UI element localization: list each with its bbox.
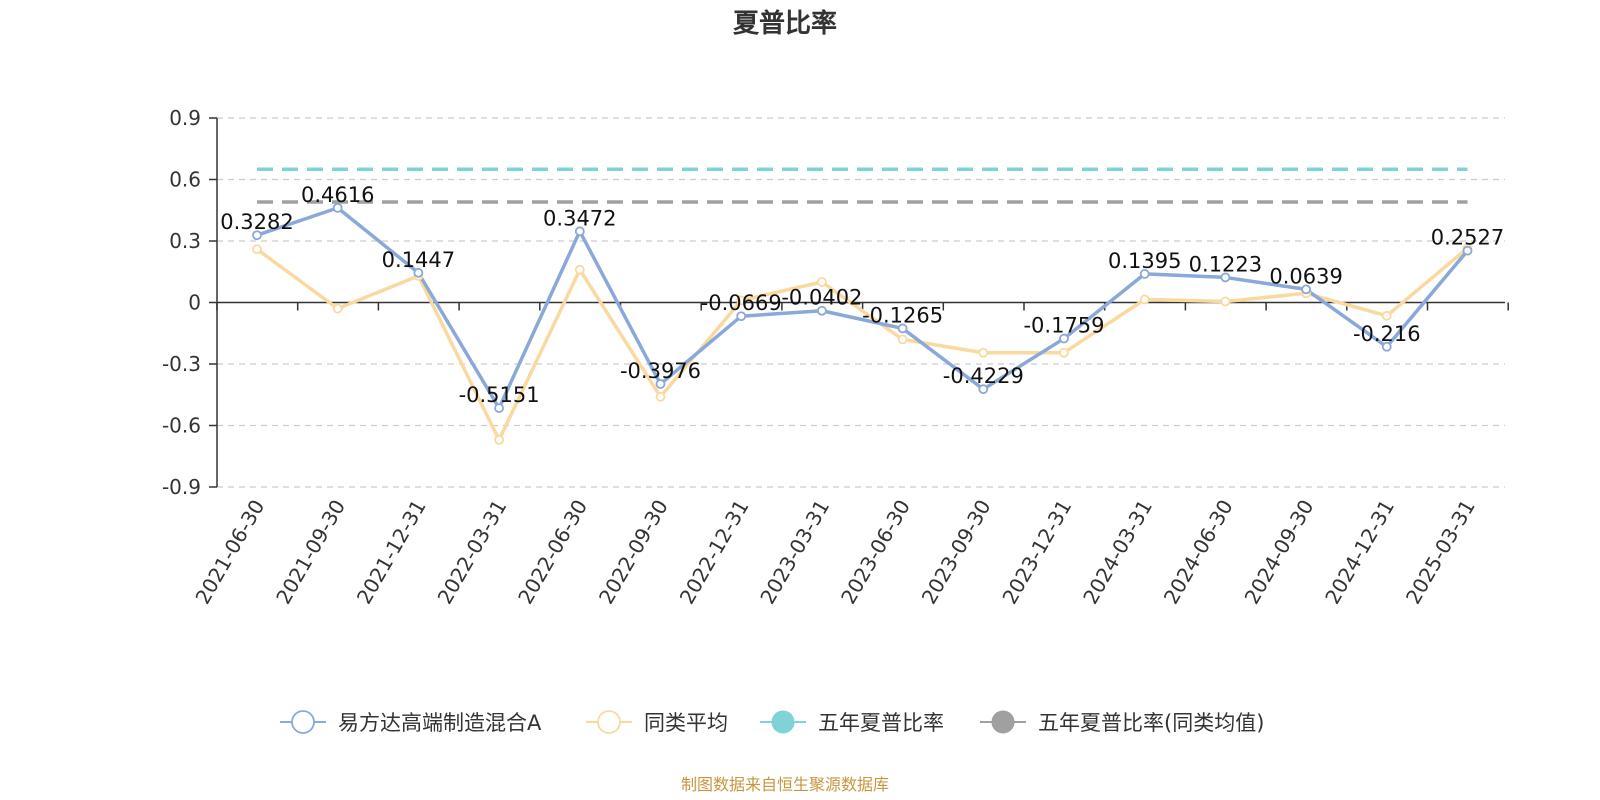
data-point xyxy=(897,323,908,334)
legend-label: 五年夏普比率 xyxy=(818,711,944,735)
legend-label: 同类平均 xyxy=(644,711,728,735)
data-point xyxy=(413,267,424,278)
x-tick-label: 2024-12-31 xyxy=(1320,496,1399,609)
legend-label: 五年夏普比率(同类均值) xyxy=(1038,711,1264,735)
x-tick-label: 2021-06-30 xyxy=(190,496,269,609)
data-point xyxy=(1139,294,1150,305)
x-tick-label: 2023-09-30 xyxy=(917,496,996,609)
data-label: 0.1447 xyxy=(382,248,455,272)
legend-marker-icon xyxy=(991,710,1015,734)
data-label: 0.1395 xyxy=(1108,249,1181,273)
x-axis: 2021-06-30 2021-09-30 2021-12-31 2022-03-31… xyxy=(190,301,1509,609)
x-tick-label: 2021-09-30 xyxy=(271,496,350,609)
data-label: -0.3976 xyxy=(620,359,701,383)
x-tick-label: 2023-03-31 xyxy=(755,496,834,609)
reference-lines xyxy=(257,167,1468,204)
y-tick-label: 0.9 xyxy=(169,106,201,130)
data-label: -0.1759 xyxy=(1023,314,1104,338)
data-point xyxy=(897,334,908,345)
legend-label: 易方达高端制造混合A xyxy=(338,711,542,735)
data-point xyxy=(655,379,666,389)
data-point xyxy=(736,295,747,306)
source-note: 制图数据来自恒生聚源数据库 xyxy=(681,775,889,794)
legend-item[interactable]: 易方达高端制造混合A xyxy=(280,710,542,735)
data-point xyxy=(1381,310,1392,321)
series-line xyxy=(255,246,1469,442)
x-tick-label: 2024-06-30 xyxy=(1159,496,1238,609)
x-tick-label: 2022-06-30 xyxy=(513,496,592,609)
x-tick-label: 2024-09-30 xyxy=(1240,496,1319,609)
y-tick-label: 0 xyxy=(188,291,201,315)
x-tick-label: 2022-03-31 xyxy=(433,495,512,608)
data-label: -0.216 xyxy=(1353,322,1421,346)
data-point xyxy=(494,434,505,445)
x-tick-label: 2025-03-31 xyxy=(1401,496,1480,609)
data-point xyxy=(1220,272,1231,283)
legend[interactable]: 易方达高端制造混合A 同类平均 五年夏普比率 五年夏普比率(同类均值) xyxy=(280,710,1264,735)
data-point xyxy=(817,305,827,316)
data-point xyxy=(494,403,505,413)
legend-marker-icon xyxy=(771,710,795,734)
x-tick-label: 2023-12-31 xyxy=(997,496,1076,609)
legend-item[interactable]: 五年夏普比率(同类均值) xyxy=(980,710,1264,735)
x-tick-label: 2022-09-30 xyxy=(594,496,673,609)
legend-item[interactable]: 同类平均 xyxy=(586,710,728,735)
data-point xyxy=(817,277,827,287)
data-point xyxy=(332,202,343,213)
data-point xyxy=(332,303,343,314)
data-label: -0.5151 xyxy=(459,383,540,407)
data-point xyxy=(655,391,666,402)
data-label: 0.4616 xyxy=(301,183,374,207)
data-point xyxy=(574,226,585,237)
data-label: -0.1265 xyxy=(862,303,943,327)
x-tick-label: 2022-12-31 xyxy=(675,496,754,609)
data-point xyxy=(574,264,585,275)
data-label: -0.0402 xyxy=(781,286,862,310)
data-label: -0.0669 xyxy=(701,291,782,315)
data-labels: 0.3282 0.4616 0.1447 -0.5151 0.3472 -0.3976 -0… xyxy=(220,183,1504,407)
x-tick-label: 2024-03-31 xyxy=(1078,496,1157,609)
data-point xyxy=(252,244,262,255)
series-lines xyxy=(255,206,1469,442)
y-tick-label: -0.9 xyxy=(162,475,201,499)
data-label: 0.3282 xyxy=(220,210,293,234)
data-label: 0.3472 xyxy=(543,206,616,230)
x-tick-label: 2023-06-30 xyxy=(836,496,915,609)
data-point xyxy=(1220,296,1231,307)
legend-marker-icon xyxy=(291,710,315,734)
data-point xyxy=(978,384,989,395)
data-label: 0.0639 xyxy=(1269,264,1342,288)
data-point xyxy=(252,230,262,241)
data-point xyxy=(736,311,747,322)
grid-lines xyxy=(217,117,1505,488)
series-points xyxy=(252,202,1473,445)
x-tick-label: 2021-12-31 xyxy=(352,496,431,609)
y-tick-label: 0.6 xyxy=(169,168,201,192)
legend-item[interactable]: 五年夏普比率 xyxy=(760,710,944,735)
data-point xyxy=(1139,269,1150,279)
y-tick-label: -0.6 xyxy=(162,414,201,438)
y-tick-label: 0.3 xyxy=(169,229,201,253)
data-label: 0.1223 xyxy=(1189,252,1262,276)
series-line xyxy=(256,206,1469,410)
data-point xyxy=(1301,284,1311,295)
data-point xyxy=(1381,341,1392,352)
data-point xyxy=(1059,333,1069,344)
data-label: -0.4229 xyxy=(943,364,1024,388)
data-point xyxy=(1462,245,1473,256)
chart-title: 夏普比率 xyxy=(733,8,837,39)
legend-marker-icon xyxy=(597,710,621,734)
data-point xyxy=(978,347,989,358)
data-label: 0.2527 xyxy=(1431,226,1504,250)
y-tick-label: -0.3 xyxy=(162,352,201,376)
data-point xyxy=(1059,347,1069,358)
y-axis: 0.9 0.6 0.3 0 -0.3 -0.6 -0.9 xyxy=(162,106,218,499)
